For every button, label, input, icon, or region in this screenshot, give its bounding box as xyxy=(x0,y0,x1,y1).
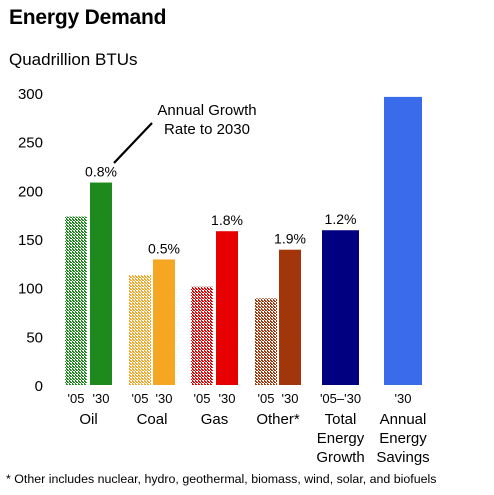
category-label: Gas xyxy=(201,411,229,428)
energy-demand-chart: 0 50 100 150 200 250 300 '05 '30 0.8% Oil '05 '30 0.… xyxy=(18,86,430,466)
annotation-leader-line xyxy=(113,122,153,164)
bar xyxy=(191,286,213,385)
bar-year-label: '05 xyxy=(132,391,149,406)
bar xyxy=(384,96,422,385)
growth-rate-label: 0.8% xyxy=(85,164,117,180)
y-tick-label: 0 xyxy=(35,378,43,395)
category-label: Coal xyxy=(137,411,168,428)
bar-year-label: '30 xyxy=(156,391,173,406)
y-tick-label: 100 xyxy=(18,281,43,298)
bar xyxy=(255,298,277,385)
bar xyxy=(90,182,112,385)
bar-year-label: '05–'30 xyxy=(320,391,361,406)
annotation-text: Annual Growth xyxy=(157,102,256,119)
labels: '05 '30 0.8% Oil '05 '30 0.5% Coal '05 '30 1.8% Gas… xyxy=(68,164,430,466)
y-tick-label: 50 xyxy=(26,329,43,346)
bar-year-label: '05 xyxy=(258,391,275,406)
growth-rate-label: 1.2% xyxy=(325,211,357,227)
y-axis: 0 50 100 150 200 250 300 xyxy=(18,86,43,395)
bar xyxy=(129,275,151,385)
bar-year-label: '30 xyxy=(395,391,412,406)
bar xyxy=(153,259,175,385)
annotation-text: Rate to 2030 xyxy=(164,121,250,138)
bar-year-label: '30 xyxy=(219,391,236,406)
category-label: Energy xyxy=(317,430,365,447)
bar-year-label: '30 xyxy=(93,391,110,406)
category-label: Total xyxy=(325,411,357,428)
chart-title: Energy Demand xyxy=(9,6,167,29)
category-label: Savings xyxy=(376,449,429,466)
category-label: Growth xyxy=(316,449,364,466)
growth-rate-label: 0.5% xyxy=(148,240,180,256)
bars xyxy=(65,96,422,385)
bar-year-label: '05 xyxy=(194,391,211,406)
chart-subtitle: Quadrillion BTUs xyxy=(9,50,138,69)
category-label: Annual xyxy=(380,411,427,428)
footnote: * Other includes nuclear, hydro, geother… xyxy=(6,472,437,486)
annotation: Annual Growth Rate to 2030 xyxy=(113,102,257,164)
y-tick-label: 200 xyxy=(18,183,43,200)
y-tick-label: 300 xyxy=(18,86,43,103)
bar xyxy=(279,249,301,385)
category-label: Energy xyxy=(379,430,427,447)
bar xyxy=(322,230,359,385)
bar-year-label: '05 xyxy=(68,391,85,406)
bar xyxy=(65,216,87,385)
y-tick-label: 150 xyxy=(18,232,43,249)
category-label: Other* xyxy=(256,411,300,428)
category-label: Oil xyxy=(79,411,97,428)
bar xyxy=(216,231,238,385)
bar-year-label: '30 xyxy=(282,391,299,406)
growth-rate-label: 1.8% xyxy=(211,212,243,228)
y-tick-label: 250 xyxy=(18,135,43,152)
growth-rate-label: 1.9% xyxy=(274,231,306,247)
